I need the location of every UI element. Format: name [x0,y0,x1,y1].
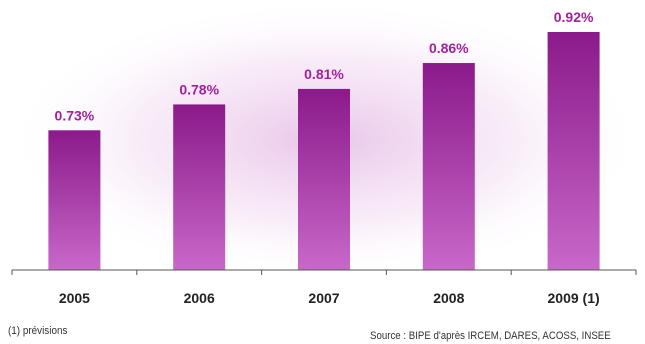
bar-2005 [48,130,101,270]
bars-group [48,32,600,270]
category-label: 2007 [308,290,339,306]
category-labels-group: 2005 2006 2007 2008 2009 (1) [59,290,600,306]
category-label: 2006 [184,290,215,306]
footnote: (1) prévisions [8,325,68,337]
x-ticks-group [11,270,637,275]
value-label: 0.86% [429,40,469,56]
value-label: 0.81% [304,66,344,82]
bar-2009-1 [547,32,600,270]
category-label: 2008 [433,290,464,306]
bar-2008 [422,63,475,270]
value-label: 0.78% [179,81,219,97]
category-label: 2005 [59,290,90,306]
category-label: 2009 (1) [548,290,600,306]
value-labels-group: 0.73% 0.78% 0.81% 0.86% 0.92% [55,9,594,123]
bar-2006 [173,104,226,270]
value-label: 0.92% [554,9,594,25]
value-label: 0.73% [55,107,95,123]
source-note: Source : BIPE d'après IRCEM, DARES, ACOS… [370,330,611,342]
bar-2007 [298,88,350,270]
